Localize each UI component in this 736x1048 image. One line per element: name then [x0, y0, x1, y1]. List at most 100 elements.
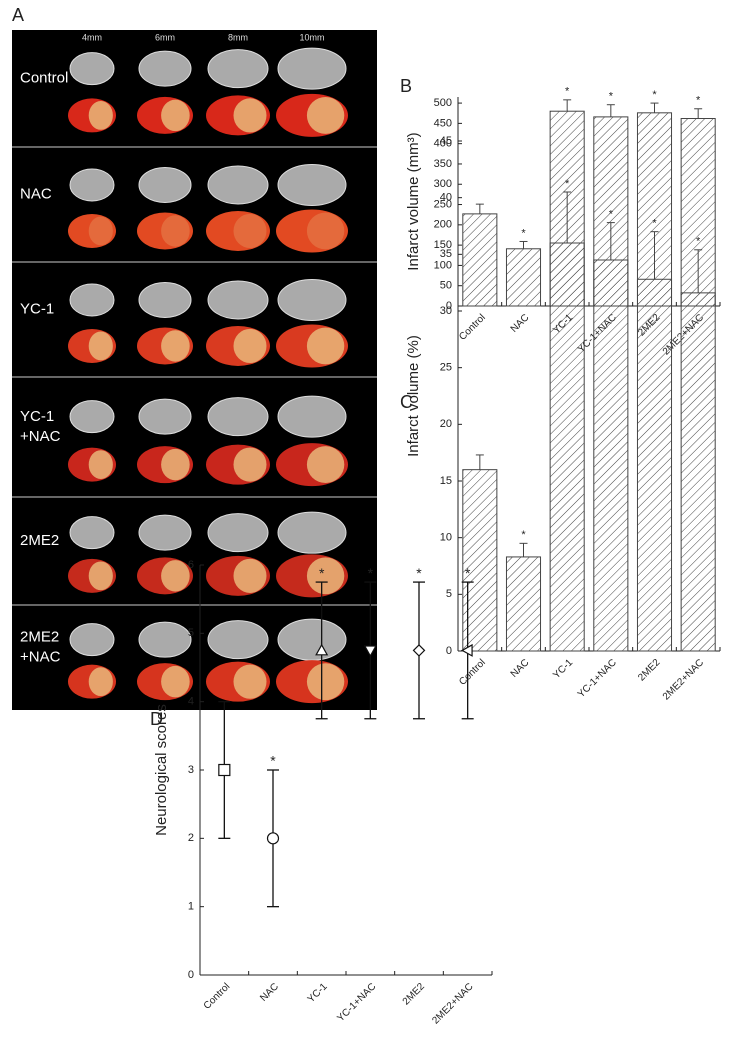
significance-mark: * — [652, 218, 657, 230]
y-tick-label: 300 — [434, 178, 452, 190]
row-label: YC-1 — [20, 300, 54, 317]
row-label: +NAC — [20, 648, 61, 665]
y-axis-label: Infarct volume (%) — [405, 335, 422, 457]
infarct-area — [161, 665, 190, 698]
marker — [460, 643, 473, 657]
row-label: 2ME2 — [20, 628, 59, 645]
y-tick-label: 100 — [434, 259, 452, 271]
brain-slice-gray — [138, 621, 192, 658]
y-tick-label: 6 — [188, 559, 194, 571]
brain-slice-gray — [277, 47, 347, 90]
brain-slice-gray — [138, 166, 192, 203]
y-tick-label: 250 — [434, 198, 452, 210]
brain-slice-gray — [138, 514, 192, 551]
infarct-area — [306, 327, 345, 365]
infarct-area — [233, 98, 267, 133]
y-tick-label: 10 — [440, 532, 452, 544]
marker — [363, 645, 377, 658]
brain-slice-gray — [277, 618, 347, 661]
bar — [505, 248, 542, 307]
brain-slice-stained — [137, 212, 193, 250]
y-tick-label: 150 — [434, 239, 452, 251]
brain-slice-gray — [69, 52, 115, 86]
infarct-area — [233, 447, 267, 482]
marker — [266, 832, 280, 845]
brain-slice-gray — [277, 278, 347, 321]
y-tick-label: 5 — [188, 627, 194, 639]
brain-slice-gray — [207, 397, 269, 437]
brain-slice-gray — [69, 516, 115, 550]
brain-slice-gray — [277, 395, 347, 438]
brain-slice-gray — [138, 281, 192, 318]
significance-mark: * — [696, 236, 701, 248]
panel-label: D — [150, 709, 163, 729]
significance-mark: * — [368, 565, 374, 581]
brain-slice-gray — [207, 49, 269, 89]
y-axis-label: Infarct volume (mm³) — [405, 132, 422, 270]
infarct-area — [161, 560, 190, 592]
column-label: 8mm — [228, 32, 248, 42]
x-tick-label: YC-1+NAC — [576, 657, 619, 700]
y-tick-label: 35 — [440, 248, 452, 260]
y-tick-label: 2 — [188, 832, 194, 844]
brain-slice-gray — [207, 280, 269, 320]
x-tick-label: 2ME2+NAC — [430, 981, 475, 1026]
significance-mark: * — [521, 529, 526, 541]
panel-label: C — [400, 392, 413, 412]
x-tick-label: NAC — [509, 312, 532, 335]
x-tick-label: YC-1 — [551, 657, 575, 681]
bar — [636, 112, 673, 307]
significance-mark: * — [319, 565, 325, 581]
y-tick-label: 0 — [446, 645, 452, 657]
significance-mark: * — [521, 227, 526, 239]
row-label: NAC — [20, 185, 52, 202]
significance-mark: * — [565, 178, 570, 190]
significance-mark: * — [465, 565, 471, 581]
brain-slice-gray — [277, 511, 347, 554]
x-tick-label: 2ME2+NAC — [661, 657, 706, 702]
brain-slice-gray — [277, 163, 347, 206]
brain-slice-stained — [276, 209, 348, 253]
row-label: 2ME2 — [20, 532, 59, 549]
brain-slice-gray — [69, 283, 115, 317]
y-tick-label: 20 — [440, 418, 452, 430]
y-tick-label: 450 — [434, 117, 452, 129]
significance-mark: * — [565, 86, 570, 98]
brain-slices: 4mm 6mm 8mm 10mm Control NAC YC-1 YC-1 +NAC 2ME2 2… — [12, 32, 377, 704]
x-tick-label: 2ME2 — [401, 981, 428, 1008]
column-label: 6mm — [155, 32, 175, 42]
infarct-area — [233, 664, 267, 699]
y-tick-label: 3 — [188, 764, 194, 776]
y-tick-label: 25 — [440, 362, 452, 374]
brain-slice-gray — [69, 623, 115, 657]
y-tick-label: 1 — [188, 901, 194, 913]
x-tick-label: Control — [202, 981, 233, 1012]
significance-mark: * — [416, 565, 422, 581]
bar — [462, 213, 498, 307]
infarct-area — [88, 450, 113, 479]
y-tick-label: 50 — [440, 280, 452, 292]
infarct-area — [88, 667, 113, 697]
infarct-area — [161, 99, 190, 132]
x-tick-label: Control — [457, 657, 488, 688]
infarct-area — [306, 212, 345, 250]
infarct-area — [233, 558, 267, 593]
bar — [549, 242, 585, 652]
y-tick-label: 0 — [188, 969, 194, 981]
panel-label: B — [400, 76, 412, 96]
x-tick-label: NAC — [509, 657, 532, 680]
brain-slice-stained — [68, 213, 116, 248]
y-tick-label: 5 — [446, 588, 452, 600]
marker — [412, 644, 426, 657]
column-label: 10mm — [299, 32, 324, 42]
x-tick-label: YC-1 — [306, 981, 330, 1005]
row-label: Control — [20, 69, 68, 86]
significance-mark: * — [270, 753, 276, 769]
brain-slice-gray — [138, 50, 192, 87]
row-label: +NAC — [20, 428, 61, 445]
infarct-area — [88, 216, 113, 246]
y-tick-label: 200 — [434, 219, 452, 231]
bar — [505, 556, 542, 652]
brain-slice-gray — [207, 620, 269, 660]
